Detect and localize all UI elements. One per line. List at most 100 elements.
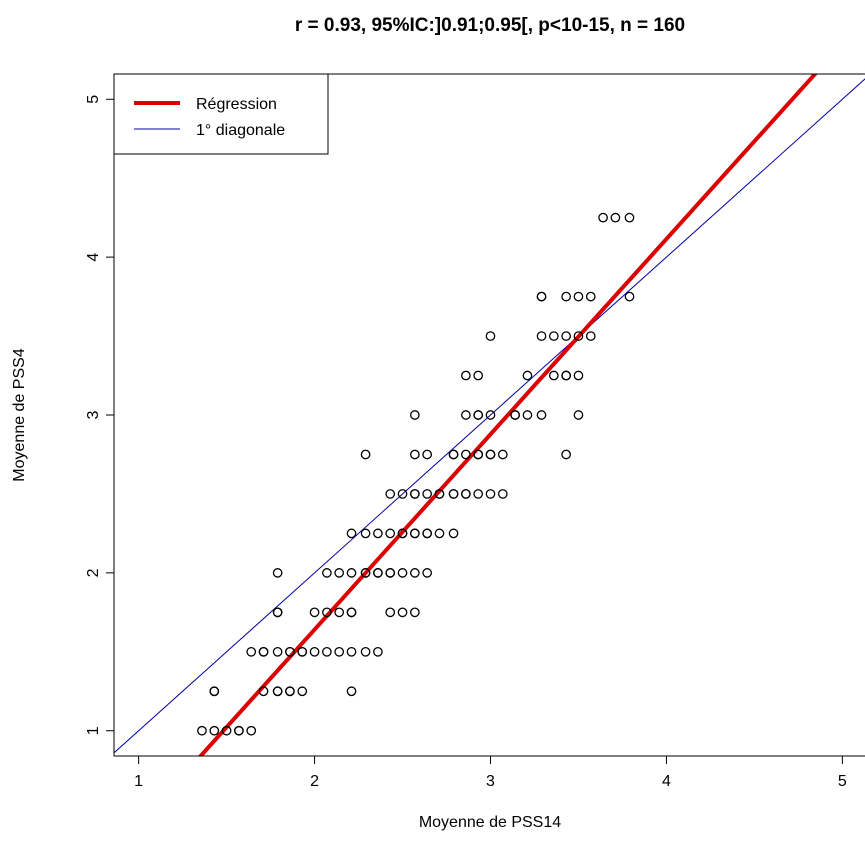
data-point — [536, 331, 547, 341]
data-point — [322, 568, 332, 578]
data-point — [624, 291, 635, 302]
data-point — [346, 528, 357, 539]
data-point — [272, 646, 283, 657]
diagonal-line — [114, 78, 865, 754]
y-axis-label: Moyenne de PSS4 — [11, 348, 28, 482]
data-point — [448, 449, 459, 460]
legend-box — [113, 73, 329, 155]
data-point — [209, 725, 220, 736]
plot-frame — [113, 73, 865, 757]
data-point — [272, 686, 283, 697]
regression-line — [197, 74, 818, 756]
data-point — [397, 607, 408, 618]
data-point — [409, 449, 420, 460]
data-point — [522, 370, 533, 381]
data-point — [561, 291, 572, 302]
data-point — [258, 686, 269, 697]
data-point — [373, 646, 383, 657]
data-point — [285, 686, 295, 697]
data-point — [573, 370, 584, 381]
data-point — [197, 725, 207, 736]
y-tick-label: 4 — [85, 253, 102, 262]
data-point — [485, 410, 496, 420]
data-point — [409, 489, 420, 499]
data-point — [585, 331, 596, 341]
y-axis: 1 2 3 4 5 — [85, 95, 114, 735]
data-point — [258, 646, 269, 657]
x-tick-label: 5 — [838, 773, 847, 790]
data-point — [422, 568, 433, 578]
data-point — [409, 568, 420, 578]
data-point — [409, 528, 420, 539]
data-point — [461, 489, 471, 499]
data-points — [197, 212, 635, 736]
data-point — [548, 370, 559, 381]
data-point — [346, 686, 357, 697]
data-point — [322, 607, 332, 618]
data-point — [561, 331, 572, 341]
chart-title: r = 0.93, 95%IC:]0.91;0.95[, p<10-15, n … — [295, 15, 685, 36]
regression-line-layer — [197, 74, 818, 756]
data-point — [409, 607, 420, 618]
data-point — [309, 646, 320, 657]
x-tick-label: 4 — [662, 773, 671, 790]
data-point — [385, 489, 396, 499]
data-point — [461, 449, 471, 460]
data-point — [610, 212, 621, 223]
x-axis: 1 2 3 4 5 — [134, 756, 847, 790]
data-point — [536, 291, 547, 302]
data-point — [461, 410, 471, 420]
data-point — [285, 646, 295, 657]
data-point — [334, 568, 345, 578]
data-point — [585, 291, 596, 302]
data-point — [573, 410, 584, 420]
data-point — [246, 725, 257, 736]
x-axis-label: Moyenne de PSS14 — [419, 814, 561, 831]
data-point — [522, 410, 533, 420]
data-point — [434, 528, 445, 539]
data-point — [297, 646, 308, 657]
data-point — [510, 410, 520, 420]
x-tick-label: 1 — [134, 773, 143, 790]
data-point — [209, 686, 220, 697]
x-tick-label: 3 — [486, 773, 495, 790]
data-point — [246, 646, 257, 657]
data-point — [497, 449, 508, 460]
y-tick-label: 3 — [85, 410, 102, 419]
data-point — [346, 568, 357, 578]
data-point — [598, 212, 608, 223]
data-point — [360, 646, 371, 657]
data-point — [221, 725, 232, 736]
data-point — [473, 410, 484, 420]
data-point — [485, 449, 496, 460]
data-point — [397, 528, 408, 539]
data-point — [561, 449, 572, 460]
legend-label-diagonal: 1° diagonale — [196, 122, 285, 139]
data-point — [397, 489, 408, 499]
data-point — [385, 528, 396, 539]
y-tick-label: 2 — [85, 568, 102, 577]
data-point — [322, 646, 332, 657]
data-point — [334, 646, 345, 657]
data-point — [461, 370, 471, 381]
data-point — [297, 686, 308, 697]
data-point — [497, 489, 508, 499]
legend: Régression 1° diagonale — [113, 73, 329, 155]
legend-label-regression: Régression — [196, 96, 277, 113]
data-point — [360, 568, 371, 578]
data-point — [448, 528, 459, 539]
data-point — [272, 607, 283, 618]
data-point — [422, 528, 433, 539]
data-point — [473, 489, 484, 499]
data-point — [536, 410, 547, 420]
data-point — [346, 646, 357, 657]
diagonal-line-layer — [114, 78, 865, 754]
data-point — [624, 212, 635, 223]
data-point — [561, 370, 572, 381]
data-point — [309, 607, 320, 618]
data-point — [234, 725, 244, 736]
y-tick-label: 1 — [85, 726, 102, 735]
data-point — [272, 568, 283, 578]
y-tick-label: 5 — [85, 95, 102, 104]
